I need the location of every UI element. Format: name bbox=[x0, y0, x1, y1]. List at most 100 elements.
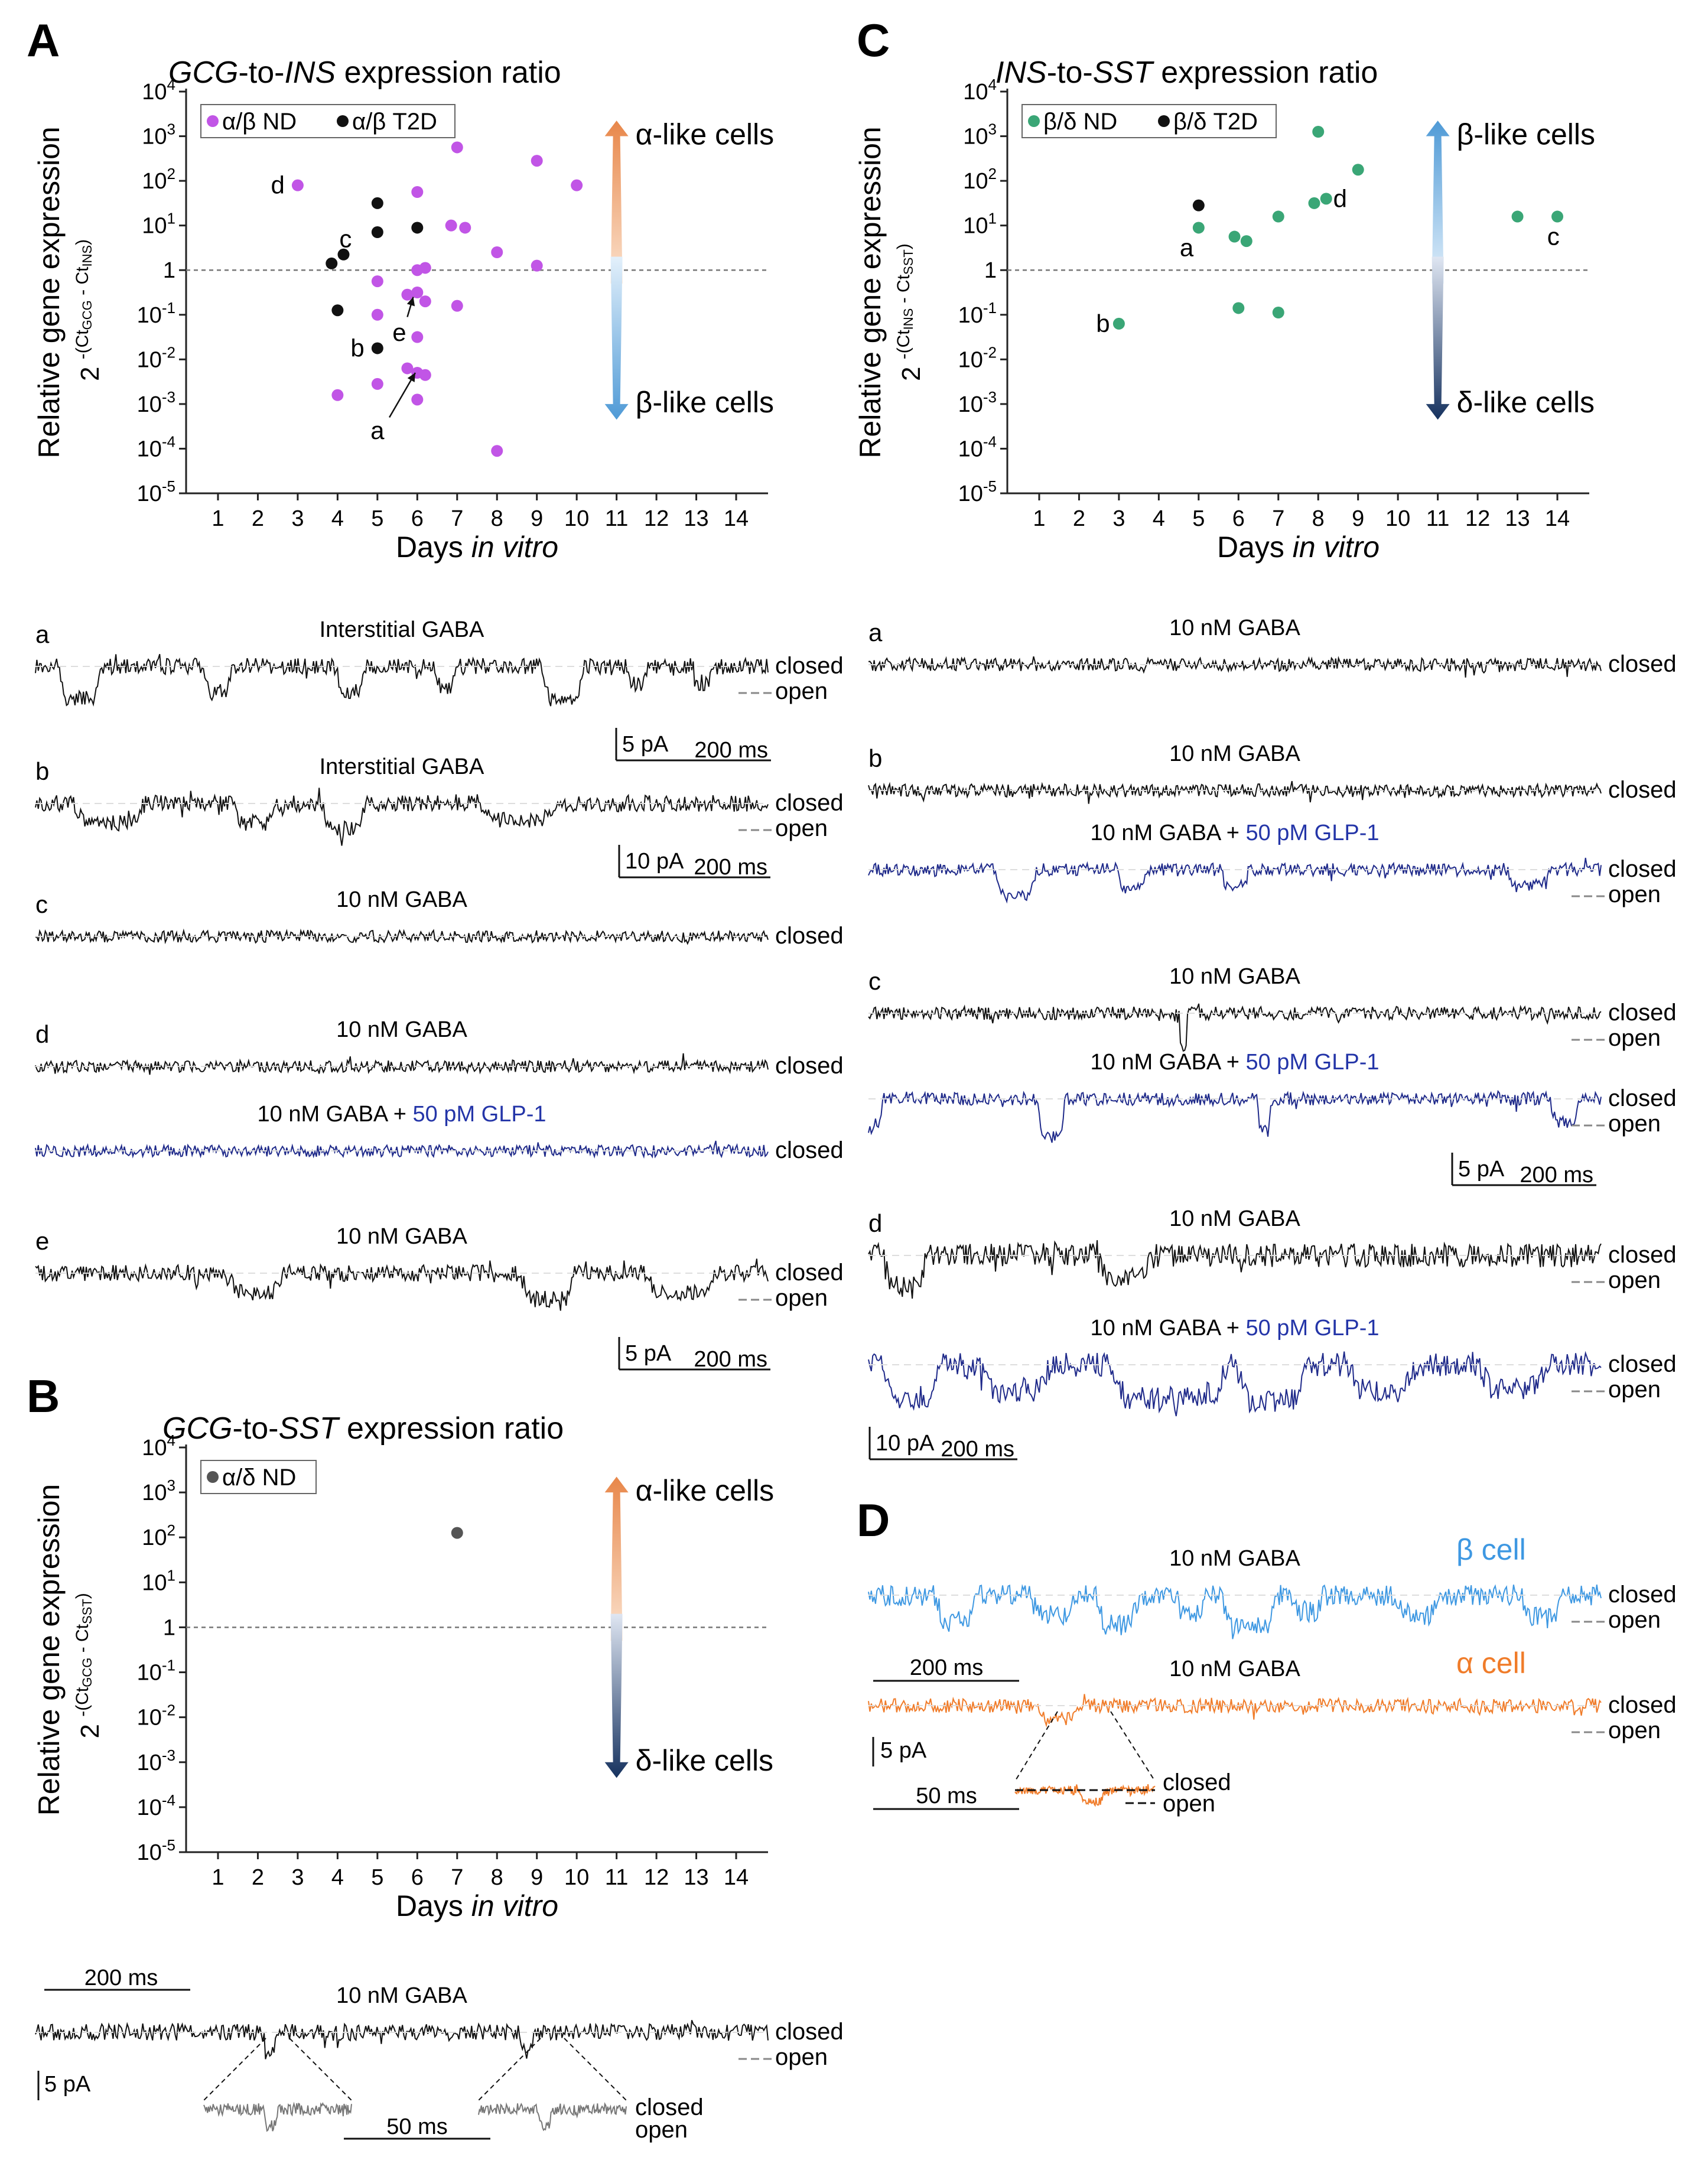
plot-c-xlabel: Days in vitro bbox=[1217, 531, 1380, 564]
trace-d-amp-label: 5 pA bbox=[880, 1738, 927, 1763]
trace-c-5-letter: d bbox=[868, 1209, 882, 1237]
trace-d-beta-label: β cell bbox=[1456, 1533, 1526, 1566]
plot-b-xtick-label: 6 bbox=[411, 1865, 424, 1890]
plot-c-xtick-label: 10 bbox=[1385, 506, 1410, 531]
trace-c-6-closed-label: closed bbox=[1608, 1351, 1677, 1377]
trace-c-5-caption: 10 nM GABA bbox=[1169, 1206, 1300, 1231]
plot-c-ytick-label-base: 10 bbox=[963, 169, 988, 194]
plot-c-xtick-label: 13 bbox=[1505, 506, 1530, 531]
plot-c-point-label: a bbox=[1180, 233, 1194, 261]
plot-a-annotation-arrowhead bbox=[407, 373, 415, 382]
plot-a-ytick-label-base: 10 bbox=[137, 392, 162, 417]
trace-a-3: d 10 nM GABA closed bbox=[35, 1017, 844, 1079]
trace-a-0-closed-label: closed bbox=[775, 653, 844, 679]
plot-c-ytick-label-base: 10 bbox=[958, 303, 983, 328]
plot-b-ytick-label-exp: 1 bbox=[167, 1566, 175, 1584]
plot-b-arrow-up bbox=[604, 1476, 629, 1641]
scalebar-a2-time-label: 200 ms bbox=[694, 855, 767, 880]
plot-a-point-label: d bbox=[271, 171, 284, 199]
trace-c-3-caption-gaba: 10 nM GABA bbox=[1169, 964, 1300, 989]
plot-c-xlabel-invitro: in vitro bbox=[1293, 531, 1380, 564]
plot-b-ytick-label-exp: 2 bbox=[167, 1521, 175, 1539]
plot-b-legend-label: α/δ ND bbox=[222, 1465, 296, 1491]
plot-c-ytick-label: 1 bbox=[984, 258, 997, 283]
plot-b-ytick-label-exp: 3 bbox=[167, 1476, 175, 1494]
plot-b-yexpr-base: 2 bbox=[76, 1717, 105, 1739]
plot-b-ylabel: Relative gene expression bbox=[32, 1484, 66, 1816]
plot-b-ytick-label-exp: -4 bbox=[162, 1791, 175, 1809]
plot-c-arrow-down bbox=[1426, 256, 1450, 420]
plot-c-xtick-label: 7 bbox=[1272, 506, 1284, 531]
plot-c-xtick-label: 4 bbox=[1153, 506, 1165, 531]
trace-d-beta-closed-label: closed bbox=[1608, 1582, 1677, 1608]
trace-c-4-caption-gaba: 10 nM GABA + bbox=[1091, 1050, 1246, 1075]
plot-c-ytick-label-exp: -4 bbox=[983, 432, 997, 450]
plot-c-ytick-label-exp: -5 bbox=[983, 477, 997, 495]
plot-c-point-label: c bbox=[1547, 223, 1560, 250]
plot-a-point-label: e bbox=[392, 318, 406, 346]
trace-c-5-signal bbox=[868, 1240, 1602, 1299]
scatter-plot-c: INS-to-SST expression ratio10-510-410-31… bbox=[854, 56, 1595, 564]
plot-c-point bbox=[1240, 235, 1252, 248]
plot-c-ytick-label-base: 10 bbox=[963, 214, 988, 239]
plot-a-xtick-label: 12 bbox=[644, 506, 669, 531]
trace-a-4-caption-gaba: 10 nM GABA + bbox=[258, 1102, 413, 1127]
plot-a-yexpr-post: ) bbox=[73, 239, 92, 245]
plot-b-ytick-label-base: 10 bbox=[137, 1751, 162, 1775]
plot-c-legend-label: β/δ ND bbox=[1043, 109, 1117, 135]
trace-a-5-caption-gaba: 10 nM GABA bbox=[336, 1224, 467, 1249]
scalebar-a2: 10 pA 200 ms bbox=[618, 845, 770, 880]
trace-b-zoom-time-label: 50 ms bbox=[386, 2114, 447, 2139]
plot-a-point bbox=[337, 248, 350, 261]
plot-b-xtick-label: 7 bbox=[451, 1865, 463, 1890]
plot-a-ytick-label: 1 bbox=[163, 258, 175, 283]
scalebar-a3-amp-label: 5 pA bbox=[625, 1341, 672, 1366]
plot-a-xtick-label: 13 bbox=[684, 506, 708, 531]
trace-c-0-letter: a bbox=[868, 619, 883, 646]
plot-a-ytick-label-exp: -2 bbox=[162, 343, 175, 361]
plot-a-point bbox=[419, 262, 431, 274]
trace-d-zoom-connector bbox=[1110, 1711, 1156, 1782]
plot-c-point bbox=[1272, 210, 1284, 223]
trace-a-5-caption: 10 nM GABA bbox=[336, 1224, 467, 1249]
plot-c-ytick-label: 103 bbox=[963, 121, 997, 149]
plot-a-point bbox=[411, 222, 424, 234]
plot-a-ytick-label-exp: -3 bbox=[162, 388, 175, 406]
plot-a-point bbox=[331, 389, 344, 401]
plot-a-point bbox=[371, 226, 383, 238]
plot-a-ytick-label-exp: -1 bbox=[162, 299, 175, 317]
trace-c-3-open-label: open bbox=[1608, 1025, 1661, 1051]
trace-a-1-letter: b bbox=[35, 757, 49, 785]
trace-a-3-closed-label: closed bbox=[775, 1053, 844, 1079]
plot-b-arrow-up-label: α-like cells bbox=[636, 1474, 775, 1507]
scalebar-c1: 5 pA 200 ms bbox=[1451, 1153, 1596, 1188]
trace-b-zoom-connector bbox=[289, 2038, 352, 2101]
plot-c-arrow-up-label: β-like cells bbox=[1457, 118, 1595, 151]
plot-b-yexpr-post: ) bbox=[73, 1593, 92, 1599]
plot-a-yexpr-pre: -(Ct bbox=[73, 330, 92, 360]
trace-d-beta-caption: 10 nM GABA bbox=[1169, 1546, 1300, 1571]
trace-b-main-open-label: open bbox=[775, 2044, 828, 2070]
plot-a-point bbox=[445, 219, 457, 232]
plot-b-ytick-label-base: 10 bbox=[142, 1570, 167, 1595]
plot-a-xtick-label: 10 bbox=[564, 506, 589, 531]
plot-c-ylabel-expression: 2 -(CtINS - CtSST) bbox=[894, 243, 926, 381]
scalebar-a3: 5 pA 200 ms bbox=[618, 1337, 770, 1372]
plot-c-point bbox=[1320, 193, 1332, 205]
plot-a-ytick-label-base: 10 bbox=[142, 169, 167, 194]
trace-b-zoom-open: open bbox=[635, 2117, 688, 2143]
plot-a-point bbox=[401, 362, 414, 375]
plot-b-title-to: -to- bbox=[232, 1411, 278, 1446]
plot-b-ytick-label-base: 10 bbox=[142, 1525, 167, 1550]
trace-c-3-caption: 10 nM GABA bbox=[1169, 964, 1300, 989]
plot-a-point bbox=[371, 197, 383, 209]
trace-c-3-closed-label: closed bbox=[1608, 1000, 1677, 1026]
plot-a-ytick-label-exp: 3 bbox=[167, 121, 175, 138]
plot-c-xtick-label: 11 bbox=[1426, 506, 1449, 531]
scatter-plot-b: GCG-to-SST expression ratio10-510-410-31… bbox=[32, 1411, 774, 1922]
trace-a-4-signal bbox=[35, 1140, 769, 1159]
plot-c-yexpr-post: ) bbox=[894, 243, 913, 249]
